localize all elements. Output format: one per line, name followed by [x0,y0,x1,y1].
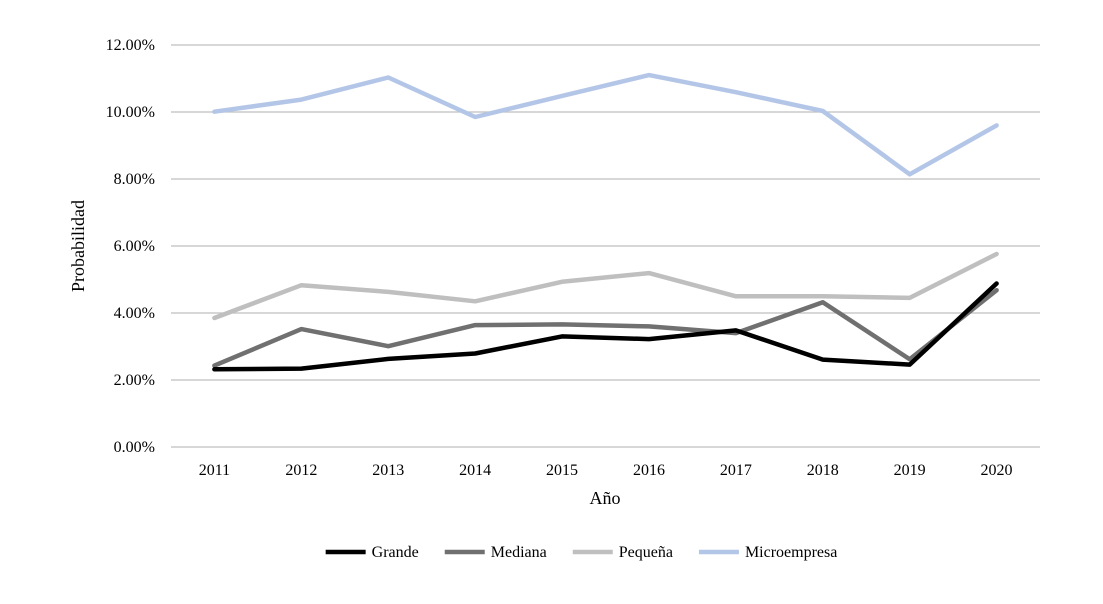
y-tick-label: 6.00% [114,238,155,255]
x-tick-label: 2016 [633,462,665,479]
series-line-grande [212,281,999,372]
x-axis-ticks: 2011 2012 2013 2014 2015 2016 2017 2018 2019 2020 [199,462,1013,479]
legend-label: Microempresa [745,544,837,561]
legend-item-microempresa: Microempresa [698,544,837,561]
y-tick-label: 10.00% [106,104,155,121]
y-axis-title: Probabilidad [68,200,88,292]
y-tick-label: 0.00% [114,439,155,456]
legend-label: Mediana [491,544,547,561]
series-line-pequeña [212,251,999,321]
gridlines [171,44,1040,448]
series-line-mediana [212,287,999,368]
legend-item-pequeña: Pequeña [572,544,673,561]
x-tick-label: 2011 [199,462,230,479]
legend-label: Pequeña [619,544,673,561]
x-tick-label: 2018 [807,462,839,479]
x-tick-label: 2013 [372,462,404,479]
legend-label: Grande [372,544,419,561]
legend: Grande Mediana Pequeña Microempresa [325,544,837,561]
legend-item-grande: Grande [325,544,419,561]
series-line-microempresa [212,72,999,177]
x-tick-label: 2017 [720,462,752,479]
y-tick-label: 12.00% [106,37,155,54]
y-tick-label: 4.00% [114,305,155,322]
y-axis-ticks: 0.00% 2.00% 4.00% 6.00% 8.00% 10.00% 12.00% [106,37,155,456]
x-axis-title: Año [590,488,621,508]
x-tick-label: 2014 [459,462,491,479]
legend-item-mediana: Mediana [444,544,547,561]
series-lines [212,72,999,372]
x-tick-label: 2012 [285,462,317,479]
y-tick-label: 8.00% [114,171,155,188]
y-tick-label: 2.00% [114,372,155,389]
x-tick-label: 2015 [546,462,578,479]
x-tick-label: 2020 [981,462,1013,479]
x-tick-label: 2019 [894,462,926,479]
